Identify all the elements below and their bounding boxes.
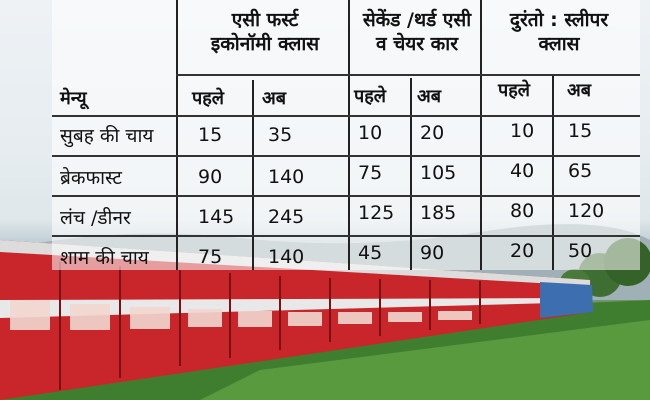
row3-val5: 80 bbox=[510, 200, 535, 222]
row3-val3: 125 bbox=[358, 202, 395, 224]
row-label-lunch-dinner: लंच /डीनर bbox=[60, 207, 131, 229]
group-3-before-header: पहले bbox=[498, 80, 530, 101]
row2-val3: 75 bbox=[358, 162, 383, 184]
row4-val5: 20 bbox=[510, 240, 535, 262]
row-label-morning-tea: सुबह की चाय bbox=[60, 125, 154, 147]
row2-val2: 140 bbox=[268, 166, 305, 188]
group-header-3: दुरंतो : स्लीपर क्लास bbox=[484, 8, 634, 56]
group-3-after-header: अब bbox=[567, 80, 592, 101]
divider-1 bbox=[176, 0, 178, 270]
row3-val4: 185 bbox=[420, 202, 457, 224]
row1-val2: 35 bbox=[268, 124, 293, 146]
row3-val6: 120 bbox=[568, 200, 605, 222]
row2-val1: 90 bbox=[198, 166, 223, 188]
row1-val4: 20 bbox=[420, 122, 445, 144]
group-1-after-header: अब bbox=[262, 88, 287, 109]
fare-table: एसी फर्स्ट इकोनॉमी क्लास सेकेंड /थर्ड एस… bbox=[52, 0, 640, 270]
rule-4 bbox=[52, 195, 640, 197]
group-1-title-line2: इकोनॉमी क्लास bbox=[210, 33, 320, 55]
group-1-title-line1: एसी फर्स्ट bbox=[231, 9, 299, 31]
row4-val6: 50 bbox=[568, 240, 593, 262]
rule-1 bbox=[176, 74, 640, 76]
group-header-2: सेकेंड /थर्ड एसी व चेयर कार bbox=[352, 8, 482, 56]
row3-val1: 145 bbox=[198, 206, 235, 228]
group-3-title-line2: क्लास bbox=[538, 33, 580, 55]
group-2-title-line1: सेकेंड /थर्ड एसी bbox=[362, 9, 472, 31]
row2-val6: 65 bbox=[568, 160, 593, 182]
row3-val2: 245 bbox=[268, 206, 305, 228]
rule-2 bbox=[52, 115, 640, 117]
locomotive bbox=[540, 282, 593, 318]
menu-header: मेन्यू bbox=[60, 88, 87, 109]
divider-5 bbox=[480, 0, 482, 270]
group-1-before-header: पहले bbox=[192, 88, 224, 109]
row-label-evening-tea: शाम की चाय bbox=[60, 247, 149, 269]
group-3-title-line1: दुरंतो : स्लीपर bbox=[509, 9, 609, 31]
row1-val5: 10 bbox=[510, 120, 535, 142]
row1-val1: 15 bbox=[198, 124, 223, 146]
row4-val2: 140 bbox=[268, 246, 305, 268]
rule-3 bbox=[52, 155, 640, 157]
group-2-before-header: पहले bbox=[354, 86, 386, 107]
group-2-after-header: अब bbox=[417, 86, 442, 107]
divider-4 bbox=[410, 78, 412, 270]
row-label-breakfast: ब्रेकफास्ट bbox=[60, 167, 122, 189]
divider-6 bbox=[552, 74, 554, 270]
divider-3 bbox=[348, 0, 350, 270]
group-header-1: एसी फर्स्ट इकोनॉमी क्लास bbox=[180, 8, 350, 56]
divider-2 bbox=[252, 80, 254, 270]
row4-val4: 90 bbox=[420, 242, 445, 264]
row4-val3: 45 bbox=[358, 242, 383, 264]
row1-val3: 10 bbox=[358, 122, 383, 144]
group-2-title-line2: व चेयर कार bbox=[376, 33, 458, 55]
row4-val1: 75 bbox=[198, 246, 223, 268]
rule-5 bbox=[52, 235, 640, 237]
row2-val4: 105 bbox=[420, 162, 457, 184]
row1-val6: 15 bbox=[568, 120, 593, 142]
row2-val5: 40 bbox=[510, 160, 535, 182]
